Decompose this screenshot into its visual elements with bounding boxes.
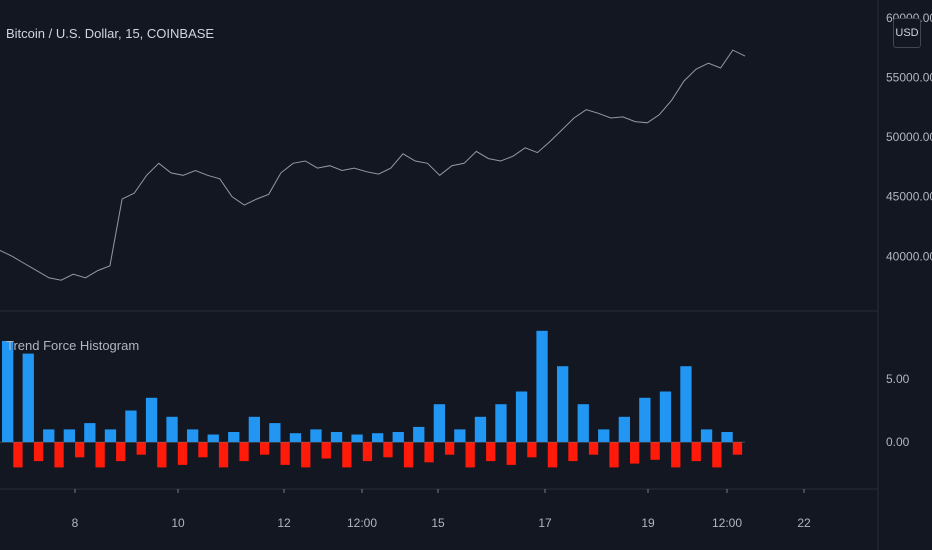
histogram-bar-positive	[700, 429, 713, 442]
time-tick-label: 12:00	[712, 516, 742, 530]
histogram-bar-positive	[207, 434, 219, 443]
currency-button[interactable]: USD	[893, 18, 921, 48]
histogram-bar-negative	[691, 442, 701, 462]
histogram-bar-positive	[721, 432, 733, 443]
histogram-bar-positive	[413, 426, 425, 443]
histogram-bar-positive	[187, 429, 199, 442]
histogram-bar-positive	[63, 429, 75, 442]
histogram-bar-positive	[43, 429, 55, 442]
histogram-bar-positive	[372, 433, 384, 442]
histogram-bar-positive	[392, 432, 404, 443]
histogram-bar-positive	[454, 429, 466, 442]
histogram-bar-negative	[75, 442, 85, 458]
time-axis[interactable]: 8 10 12 12:00 15 17 19 12:00 22	[72, 489, 811, 530]
histogram-bar-positive	[228, 432, 240, 443]
time-tick-label: 12	[277, 516, 291, 530]
histogram-bar-positive	[515, 391, 528, 443]
histogram-bar-positive	[474, 416, 487, 443]
histogram-bar-negative	[588, 442, 599, 455]
histogram-bar-negative	[218, 442, 229, 468]
histogram-bar-positive	[330, 432, 343, 443]
price-tick-label: 50000.00	[886, 130, 932, 144]
price-series-line	[0, 49, 746, 281]
histogram-bar-negative	[157, 442, 167, 468]
histogram-bar-positive	[248, 416, 260, 443]
histogram-bar-negative	[732, 442, 743, 455]
price-tick-label: 45000.00	[886, 190, 932, 204]
histogram-bar-positive	[145, 397, 158, 442]
histogram-bar-positive	[598, 429, 610, 442]
symbol-title: Bitcoin / U.S. Dollar, 15, COINBASE	[6, 26, 215, 41]
histogram-bar-positive	[680, 366, 692, 442]
histogram-bar-negative	[301, 442, 311, 468]
histogram-bar-negative	[424, 442, 434, 463]
histogram-bar-negative	[609, 442, 619, 468]
time-tick-label: 19	[641, 516, 655, 530]
histogram-bar-negative	[280, 442, 290, 465]
histogram-bar-negative	[671, 442, 681, 468]
histogram-pane	[0, 330, 745, 468]
histogram-bar-positive	[659, 391, 672, 443]
histogram-bar-negative	[527, 442, 537, 458]
histogram-bar-positive	[125, 410, 137, 443]
histogram-bar-positive	[577, 404, 589, 443]
histogram-bar-negative	[712, 442, 722, 468]
histogram-bar-positive	[557, 366, 569, 442]
histogram-bar-negative	[239, 442, 249, 462]
indicator-title: Trend Force Histogram	[6, 338, 140, 353]
histogram-bar-positive	[351, 434, 363, 443]
histogram-bar-negative	[33, 442, 44, 462]
histogram-bar-positive	[310, 429, 322, 442]
histogram-bar-negative	[13, 442, 23, 468]
histogram-bar-negative	[321, 442, 331, 459]
price-tick-label: 55000.00	[886, 71, 932, 85]
histogram-bar-positive	[166, 416, 178, 443]
histogram-bar-negative	[177, 442, 188, 465]
histogram-bar-negative	[260, 442, 270, 455]
price-pane	[0, 49, 746, 281]
histogram-bar-positive	[495, 404, 507, 443]
time-tick-label: 10	[171, 516, 185, 530]
time-tick-label: 15	[431, 516, 445, 530]
histogram-bar-negative	[630, 442, 640, 464]
histogram-bar-positive	[22, 353, 34, 443]
histogram-bar-negative	[486, 442, 496, 462]
histogram-bar-negative	[445, 442, 455, 455]
time-tick-label: 8	[72, 516, 79, 530]
histogram-bar-positive	[289, 433, 302, 442]
histogram-bar-positive	[536, 330, 548, 442]
histogram-bar-positive	[2, 341, 14, 443]
histogram-bar-negative	[342, 442, 352, 468]
histogram-bar-negative	[403, 442, 414, 468]
histogram-bar-positive	[269, 423, 281, 443]
histogram-bar-negative	[568, 442, 578, 462]
histogram-bar-negative	[136, 442, 146, 455]
histogram-bar-positive	[639, 397, 651, 442]
time-tick-label: 17	[538, 516, 552, 530]
histogram-bar-negative	[54, 442, 64, 468]
histogram-bar-negative	[95, 442, 105, 468]
histogram-bar-negative	[383, 442, 393, 458]
indicator-tick-label: 0.00	[886, 435, 910, 449]
indicator-axis[interactable]: 0.00 5.00	[886, 372, 910, 449]
histogram-bar-positive	[104, 429, 117, 442]
indicator-tick-label: 5.00	[886, 372, 910, 386]
time-tick-label: 12:00	[347, 516, 377, 530]
histogram-bar-negative	[650, 442, 660, 460]
histogram-bar-negative	[547, 442, 558, 468]
histogram-bar-positive	[433, 404, 445, 443]
histogram-bar-negative	[116, 442, 126, 462]
histogram-bar-positive	[84, 423, 96, 443]
histogram-bar-positive	[618, 416, 630, 443]
histogram-bar-negative	[465, 442, 475, 468]
histogram-bar-negative	[362, 442, 373, 462]
price-tick-label: 40000.00	[886, 249, 932, 263]
time-tick-label: 22	[797, 516, 811, 530]
histogram-bar-negative	[198, 442, 208, 458]
histogram-bar-negative	[506, 442, 516, 465]
